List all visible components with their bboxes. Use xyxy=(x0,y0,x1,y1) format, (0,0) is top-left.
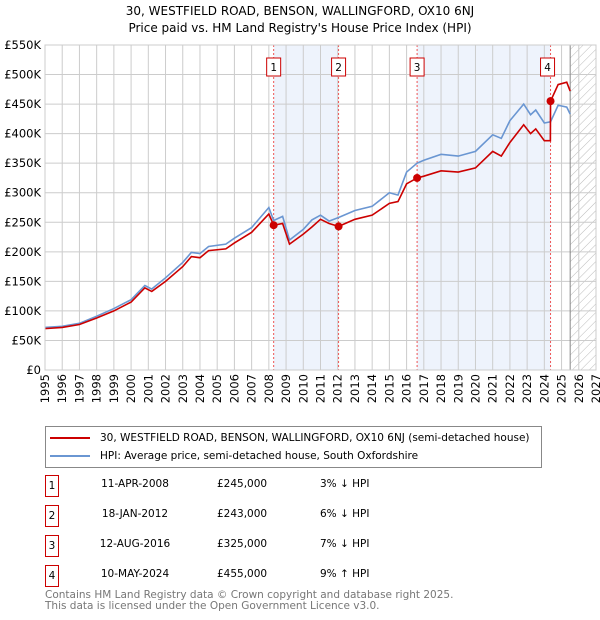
forecast-hatch xyxy=(570,45,596,370)
legend-item-hpi: HPI: Average price, semi-detached house,… xyxy=(50,450,418,462)
y-tick-label: £50K xyxy=(12,333,42,347)
x-tick-label: 2015 xyxy=(382,374,396,403)
x-tick-label: 2017 xyxy=(417,374,431,403)
sale-marker-dot xyxy=(334,222,343,231)
y-tick-label: £0 xyxy=(26,363,41,377)
sale-marker-label: 1 xyxy=(270,62,277,74)
y-tick-label: £450K xyxy=(4,97,41,111)
x-tick-label: 1998 xyxy=(90,374,104,403)
legend-label: HPI: Average price, semi-detached house,… xyxy=(100,450,419,462)
x-tick-label: 2000 xyxy=(124,374,138,403)
footer-line: Contains HM Land Registry data © Crown c… xyxy=(45,589,454,601)
chart-title: 30, WESTFIELD ROAD, BENSON, WALLINGFORD,… xyxy=(0,3,600,37)
x-tick-label: 2013 xyxy=(348,374,362,403)
y-tick-label: £100K xyxy=(4,304,41,318)
sale-marker-dot xyxy=(413,173,422,182)
x-tick-label: 2007 xyxy=(245,374,259,403)
shaded-period xyxy=(273,45,339,370)
x-tick-label: 2005 xyxy=(210,374,224,403)
x-tick-label: 2020 xyxy=(468,374,482,403)
x-tick-label: 2008 xyxy=(262,374,276,403)
x-tick-label: 2019 xyxy=(451,374,465,403)
subtitle-line: Price paid vs. HM Land Registry's House … xyxy=(128,21,472,35)
sale-hpi-diff: 6% ↓ HPI xyxy=(320,508,370,520)
legend: 30, WESTFIELD ROAD, BENSON, WALLINGFORD,… xyxy=(45,426,542,468)
y-tick-label: £300K xyxy=(4,186,41,200)
footer-line: This data is licensed under the Open Gov… xyxy=(45,600,380,612)
price-chart: £0 £50K £100K £150K £200K £250K £300K £350K £400… xyxy=(4,38,600,403)
sale-number-badge: 4 xyxy=(45,565,59,587)
sale-number-badge: 1 xyxy=(45,475,59,497)
y-tick-label: £550K xyxy=(4,38,41,52)
y-tick-label: £500K xyxy=(4,68,41,82)
sale-price: £243,000 xyxy=(217,508,268,520)
x-tick-label: 2002 xyxy=(159,374,173,403)
sale-date-text: 12-AUG-2016 xyxy=(99,538,171,550)
x-tick-label: 2003 xyxy=(176,374,190,403)
x-tick-label: 2001 xyxy=(141,374,155,403)
x-tick-label: 2010 xyxy=(296,374,310,403)
y-tick-label: £150K xyxy=(4,274,41,288)
y-tick-label: £200K xyxy=(4,245,41,259)
sale-hpi-diff: 9% ↑ HPI xyxy=(320,568,370,580)
sale-price: £455,000 xyxy=(217,568,268,580)
footer: Contains HM Land Registry data © Crown c… xyxy=(45,590,453,612)
price-paid-line xyxy=(44,81,571,330)
x-tick-label: 2012 xyxy=(331,374,345,403)
sale-marker-dot xyxy=(269,221,278,230)
sale-marker-label: 2 xyxy=(335,62,342,74)
x-tick-label: 2018 xyxy=(434,374,448,403)
x-tick-label: 2025 xyxy=(555,374,569,403)
shaded-period xyxy=(417,45,551,370)
x-tick-label: 2021 xyxy=(486,374,500,403)
x-tick-label: 2026 xyxy=(572,374,586,403)
x-tick-label: 2023 xyxy=(520,374,534,403)
sale-marker-label: 3 xyxy=(414,62,421,74)
plot-frame xyxy=(44,44,597,371)
red-line-swatch xyxy=(50,437,90,439)
x-tick-label: 2014 xyxy=(365,374,379,403)
sale-marker-box xyxy=(266,57,282,77)
sale-date-text: 11-APR-2008 xyxy=(101,478,169,490)
x-tick-label: 1999 xyxy=(107,374,121,403)
sale-number-badge: 2 xyxy=(45,505,59,527)
x-tick-label: 2006 xyxy=(227,374,241,403)
x-tick-label: 2004 xyxy=(193,374,207,403)
sale-marker-box xyxy=(331,57,347,77)
y-tick-label: £250K xyxy=(4,215,41,229)
x-tick-label: 1997 xyxy=(72,374,86,403)
y-tick-label: £350K xyxy=(4,156,41,170)
sale-marker-dot xyxy=(546,97,555,106)
x-tick-label: 2024 xyxy=(537,374,551,403)
sale-marker-label: 4 xyxy=(544,62,551,74)
sale-marker-box xyxy=(540,57,556,77)
legend-item-property: 30, WESTFIELD ROAD, BENSON, WALLINGFORD,… xyxy=(50,432,530,444)
sale-hpi-diff: 3% ↓ HPI xyxy=(320,478,370,490)
y-tick-label: £400K xyxy=(4,127,41,141)
legend-label: 30, WESTFIELD ROAD, BENSON, WALLINGFORD,… xyxy=(100,432,530,444)
sale-number-badge: 3 xyxy=(45,535,59,557)
x-tick-label: 2009 xyxy=(279,374,293,403)
sale-price: £245,000 xyxy=(217,478,268,490)
blue-line-swatch xyxy=(50,455,90,457)
sale-price: £325,000 xyxy=(217,538,268,550)
sale-date-text: 18-JAN-2012 xyxy=(101,508,169,520)
hpi-line xyxy=(44,102,571,329)
x-tick-label: 2011 xyxy=(314,374,328,403)
x-tick-label: 1996 xyxy=(55,374,69,403)
x-tick-label: 1995 xyxy=(38,374,52,403)
x-tick-label: 2022 xyxy=(503,374,517,403)
sale-hpi-diff: 7% ↓ HPI xyxy=(320,538,370,550)
sale-marker-box xyxy=(409,57,425,77)
title-line: 30, WESTFIELD ROAD, BENSON, WALLINGFORD,… xyxy=(125,4,475,18)
sale-date-text: 10-MAY-2024 xyxy=(100,568,170,580)
x-tick-label: 2016 xyxy=(400,374,414,403)
x-tick-label: 2027 xyxy=(589,374,600,403)
